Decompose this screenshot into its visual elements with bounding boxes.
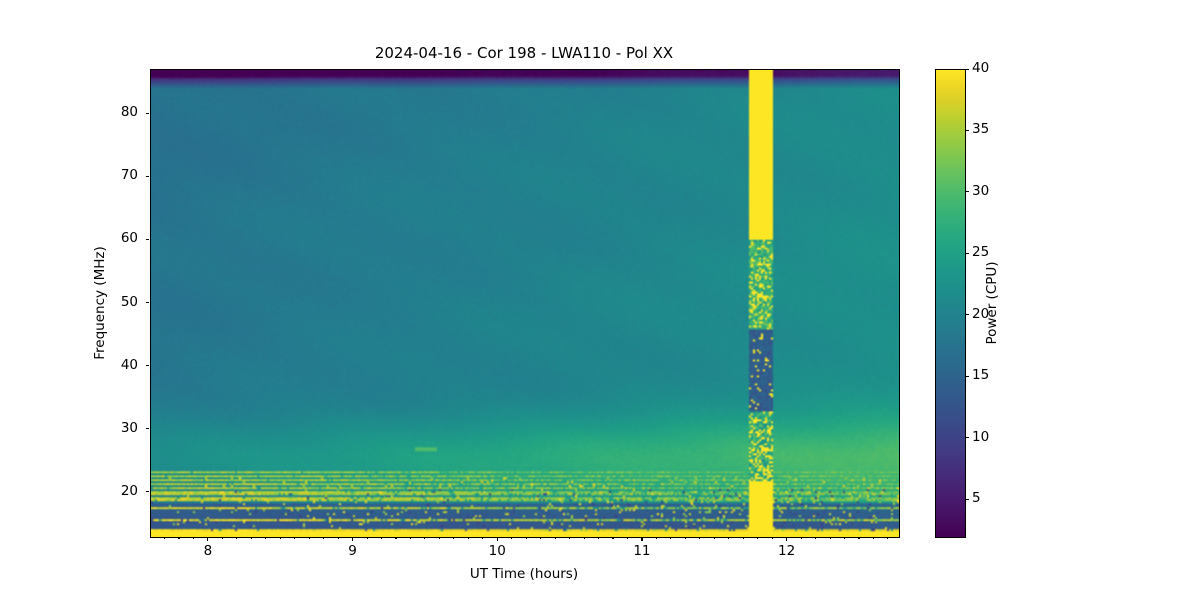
y-tick-label-20: 20: [120, 482, 138, 499]
y-tick-label-50: 50: [120, 293, 138, 310]
colorbar-tick-label-25: 25: [972, 244, 990, 261]
x-minor-tick: [395, 537, 397, 540]
x-minor-tick: [655, 537, 657, 540]
y-tick-20: [145, 491, 150, 493]
y-tick-label-40: 40: [120, 356, 138, 373]
x-minor-tick: [279, 537, 281, 540]
colorbar-tick-label-30: 30: [972, 182, 990, 199]
colorbar-tick-5: [965, 498, 969, 500]
y-tick-label-30: 30: [120, 419, 138, 436]
x-minor-tick: [482, 537, 484, 540]
x-minor-tick: [308, 537, 310, 540]
x-minor-tick: [467, 537, 469, 540]
colorbar-tick-40: [965, 68, 969, 70]
colorbar-tick-label-40: 40: [972, 60, 990, 76]
x-minor-tick: [713, 537, 715, 540]
x-minor-tick: [337, 537, 339, 540]
colorbar-tick-10: [965, 437, 969, 439]
x-minor-tick: [684, 537, 686, 540]
colorbar-label: Power (CPU): [984, 260, 1000, 345]
x-minor-tick: [540, 537, 542, 540]
x-minor-tick: [511, 537, 513, 540]
x-minor-tick: [163, 537, 166, 540]
x-minor-tick: [757, 537, 759, 540]
x-minor-tick: [626, 537, 629, 540]
x-minor-tick: [323, 537, 325, 540]
x-minor-tick: [858, 537, 860, 540]
x-minor-tick: [250, 537, 252, 540]
x-minor-tick: [569, 537, 571, 540]
x-minor-tick: [728, 537, 730, 540]
x-minor-tick: [872, 537, 874, 540]
x-minor-tick: [438, 537, 440, 540]
colorbar-tick-20: [965, 314, 969, 316]
colorbar-tick-25: [965, 252, 969, 254]
x-minor-tick: [236, 537, 238, 540]
heatmap-pixels: [151, 70, 899, 537]
x-minor-tick: [887, 537, 889, 540]
x-minor-tick: [265, 537, 267, 540]
x-minor-tick: [829, 537, 831, 540]
x-tick-11: [641, 537, 643, 541]
x-minor-tick: [192, 537, 194, 540]
colorbar-tick-label-15: 15: [972, 367, 990, 384]
x-minor-tick: [699, 537, 701, 540]
colorbar-gradient: [936, 70, 965, 537]
x-tick-10: [496, 537, 498, 541]
x-minor-tick: [800, 537, 802, 540]
x-tick-8: [207, 537, 209, 541]
x-minor-tick: [380, 537, 383, 540]
x-minor-tick: [409, 537, 412, 540]
x-tick-label-11: 11: [633, 543, 651, 559]
x-minor-tick: [525, 537, 527, 540]
colorbar-tick-label-20: 20: [972, 305, 990, 322]
x-tick-label-8: 8: [203, 543, 213, 559]
x-minor-tick: [453, 537, 455, 540]
x-tick-9: [352, 537, 354, 541]
y-tick-label-70: 70: [120, 167, 138, 184]
colorbar-tick-label-5: 5: [972, 490, 981, 507]
spectrogram-axes: [150, 69, 900, 538]
colorbar-tick-15: [965, 375, 969, 377]
x-tick-label-9: 9: [348, 543, 357, 559]
x-minor-tick: [815, 537, 817, 540]
x-tick-12: [786, 537, 788, 541]
colorbar-tick-label-35: 35: [972, 121, 990, 138]
x-minor-tick: [670, 537, 672, 540]
x-axis-label: UT Time (hours): [469, 566, 579, 582]
plot-title: 2024-04-16 - Cor 198 - LWA110 - Pol XX: [374, 44, 674, 62]
colorbar-tick-35: [965, 129, 969, 132]
y-tick-label-60: 60: [120, 230, 138, 247]
y-tick-30: [145, 428, 150, 430]
colorbar-tick-label-10: 10: [972, 428, 990, 445]
x-minor-tick: [366, 537, 368, 540]
x-minor-tick: [598, 537, 600, 540]
y-tick-60: [145, 238, 150, 240]
colorbar: [935, 69, 966, 538]
x-tick-label-12: 12: [778, 543, 796, 559]
x-minor-tick: [843, 537, 846, 540]
x-minor-tick: [554, 537, 556, 540]
spectrogram-heatmap: [151, 70, 899, 537]
y-tick-40: [145, 365, 150, 367]
x-minor-tick: [424, 537, 426, 540]
x-minor-tick: [742, 537, 744, 540]
x-tick-label-10: 10: [488, 543, 506, 559]
y-tick-50: [145, 302, 150, 304]
x-minor-tick: [294, 537, 296, 540]
x-minor-tick: [612, 537, 614, 540]
x-minor-tick: [583, 537, 585, 540]
x-minor-tick: [221, 537, 223, 540]
y-axis-label: Frequency (MHz): [92, 245, 108, 360]
colorbar-tick-30: [965, 191, 969, 193]
x-minor-tick: [178, 537, 180, 540]
y-tick-70: [145, 175, 150, 177]
y-tick-label-80: 80: [120, 104, 138, 121]
y-tick-80: [145, 112, 150, 114]
x-minor-tick: [771, 537, 773, 540]
